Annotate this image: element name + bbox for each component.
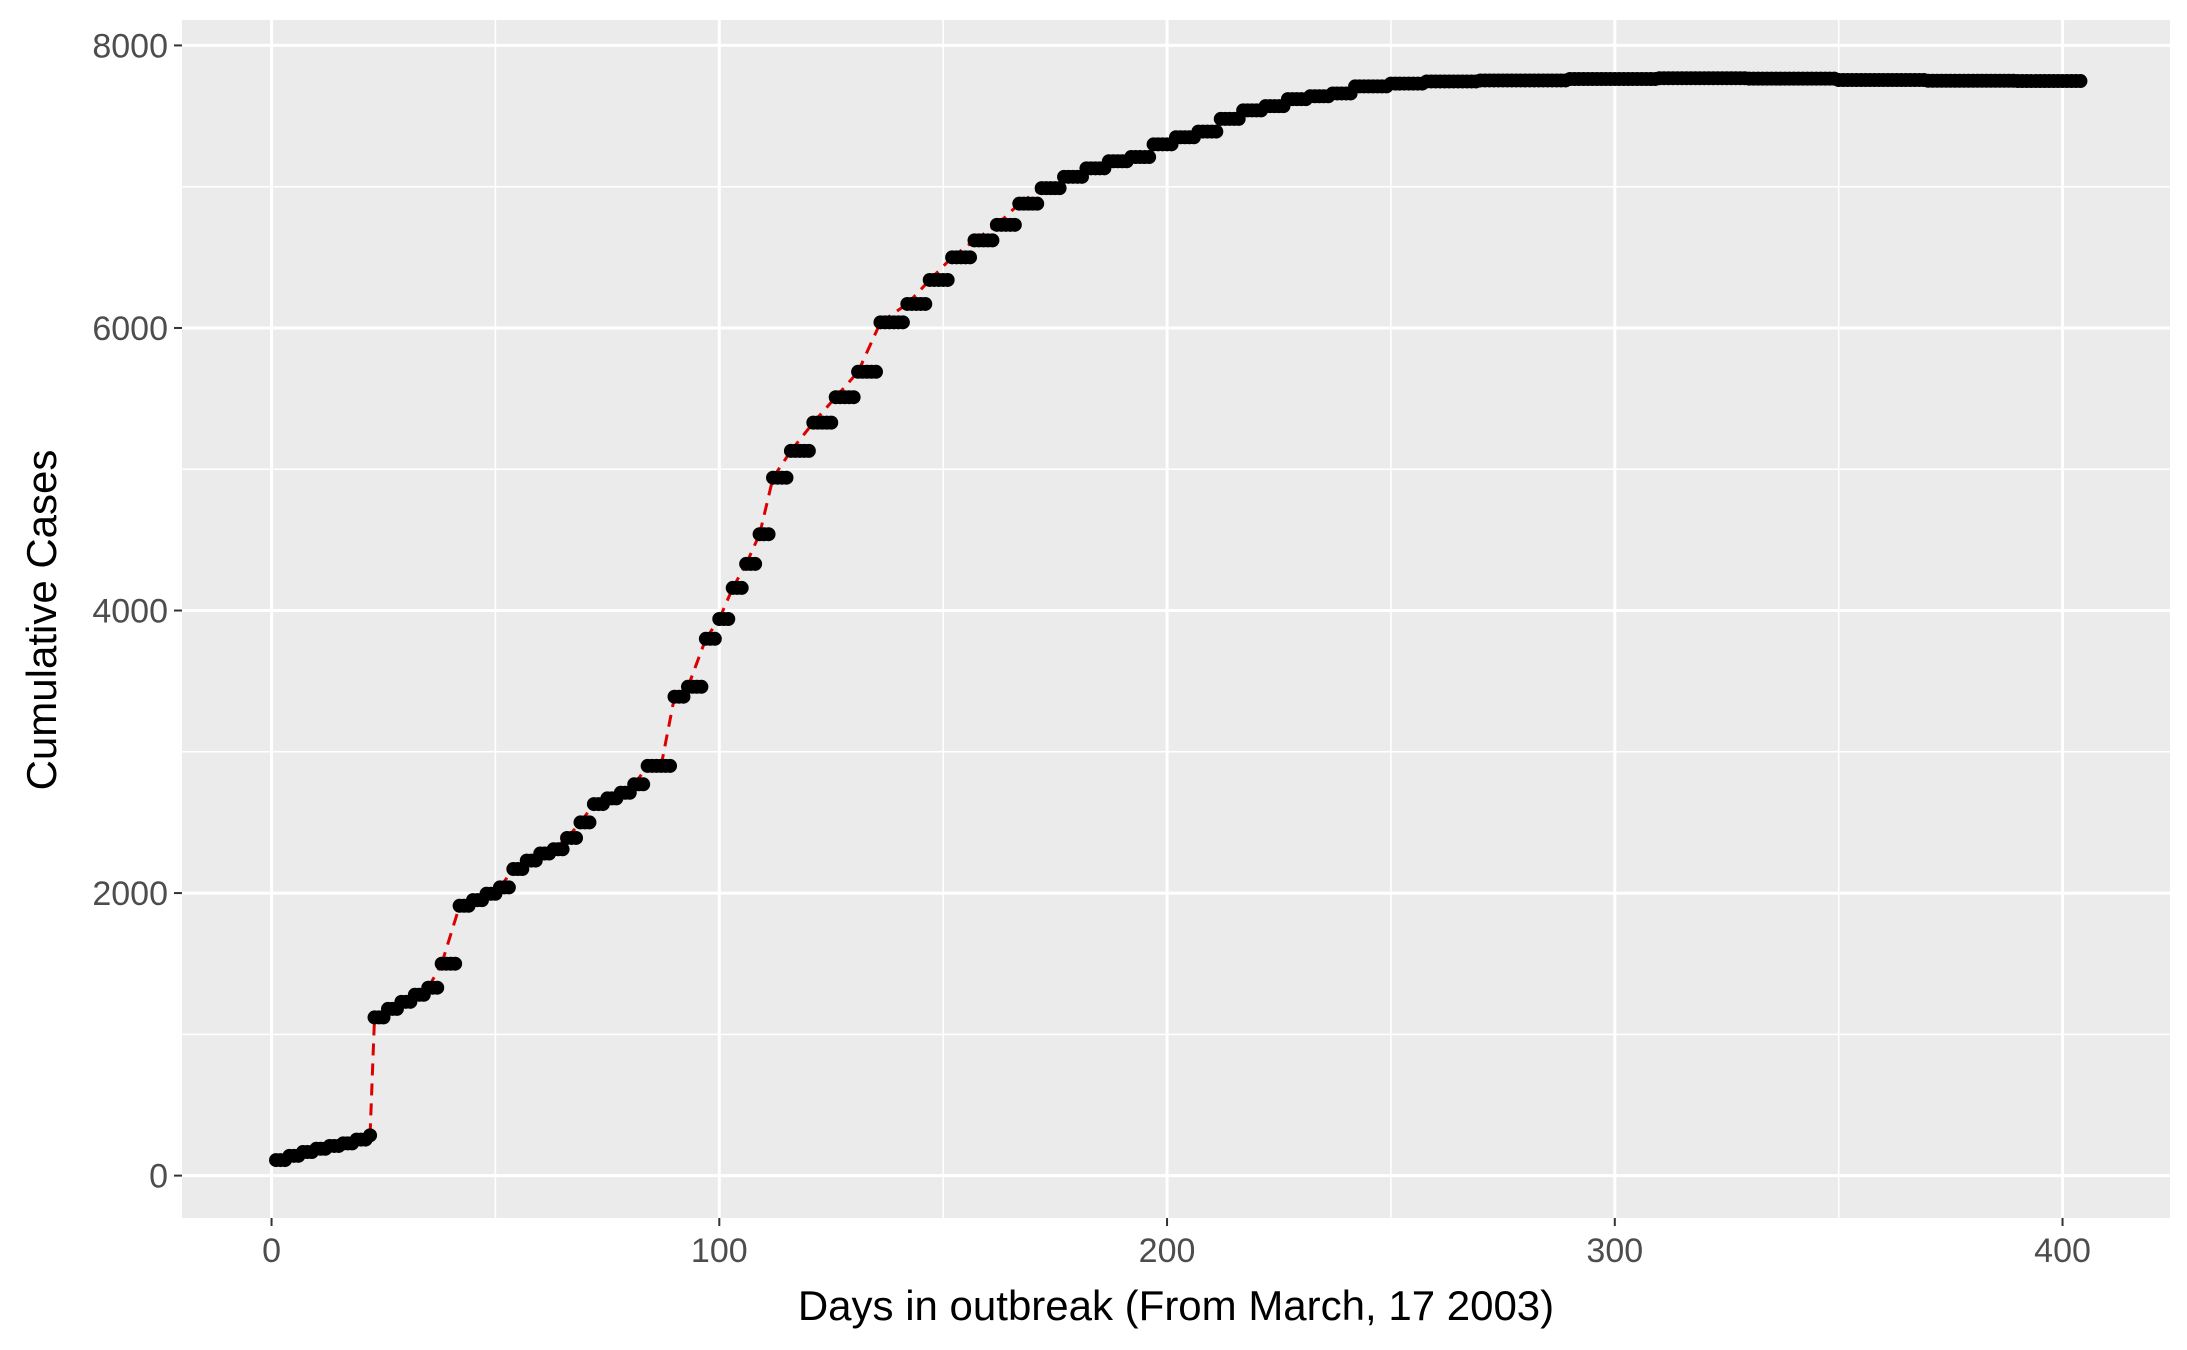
y-tick-label: 8000 [92, 27, 168, 65]
x-axis-title: Days in outbreak (From March, 17 2003) [798, 1282, 1554, 1329]
data-point [694, 679, 709, 694]
y-tick-label: 6000 [92, 310, 168, 348]
data-point [824, 415, 839, 430]
grid-minor [46, 20, 2170, 1218]
y-axis: 0 2000 4000 6000 8000 [92, 27, 182, 1196]
data-point [448, 956, 463, 971]
data-point [734, 580, 749, 595]
y-axis-title: Cumulative Cases [18, 450, 65, 791]
grid-major [182, 20, 2170, 1218]
data-point [918, 296, 933, 311]
x-tick-label: 0 [262, 1232, 281, 1270]
plot-panel [182, 20, 2170, 1218]
y-tick-label: 0 [149, 1158, 168, 1196]
data-point [707, 631, 722, 646]
x-tick-label: 400 [2034, 1232, 2091, 1270]
connector-segment [659, 696, 676, 767]
data-point [1142, 150, 1157, 165]
data-point [663, 758, 678, 773]
data-point [940, 272, 955, 287]
data-point [869, 364, 884, 379]
data-point [1052, 181, 1067, 196]
x-axis: 0 100 200 300 400 [262, 1218, 2091, 1270]
data-point [1030, 196, 1045, 211]
data-point [636, 777, 651, 792]
data-point [501, 880, 516, 895]
data-point [779, 470, 794, 485]
y-tick-label: 2000 [92, 875, 168, 913]
data-point [761, 527, 776, 542]
data-point [430, 980, 445, 995]
connector-segment [856, 321, 882, 373]
data-point [846, 390, 861, 405]
connector-segment [758, 477, 775, 535]
data-point [801, 443, 816, 458]
data-point [569, 830, 584, 845]
data-point [555, 842, 570, 857]
data-point [1209, 124, 1224, 139]
data-points [269, 71, 2088, 1168]
data-point [748, 556, 763, 571]
data-point [2073, 74, 2088, 89]
x-tick-label: 300 [1586, 1232, 1643, 1270]
x-tick-label: 200 [1139, 1232, 1196, 1270]
data-point [582, 815, 597, 830]
data-point [985, 233, 1000, 248]
connector-segment [686, 638, 708, 688]
y-tick-label: 4000 [92, 593, 168, 631]
data-point [1007, 217, 1022, 232]
connector-segment [440, 905, 462, 965]
data-point [963, 250, 978, 265]
data-point [721, 612, 736, 626]
data-point [895, 315, 910, 330]
data-point [363, 1128, 378, 1143]
x-tick-label: 100 [691, 1232, 748, 1270]
